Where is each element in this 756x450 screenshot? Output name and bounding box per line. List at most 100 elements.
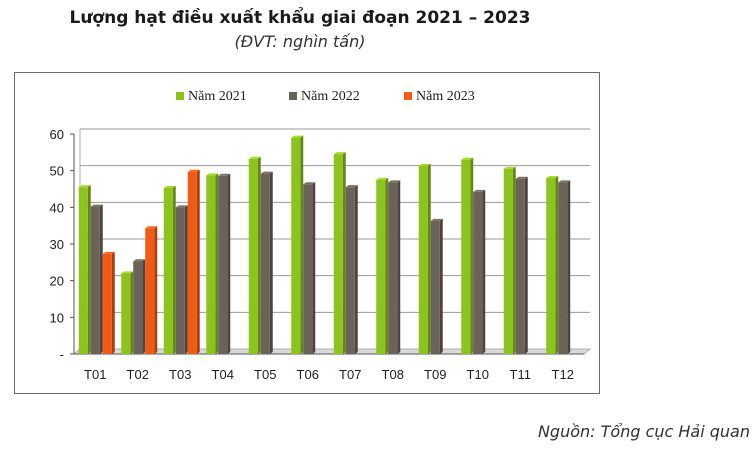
bar-top [133, 259, 146, 262]
bar-top [78, 185, 91, 188]
y-tick-label: 30 [50, 237, 64, 252]
x-tick-label: T02 [127, 367, 149, 382]
bar-top [90, 204, 103, 207]
bar-side [257, 156, 261, 354]
bar-top [102, 251, 115, 254]
bar-side [555, 176, 559, 354]
bar-side [142, 259, 146, 354]
legend-label: Năm 2021 [188, 89, 247, 104]
bar [90, 206, 100, 354]
bar [291, 137, 301, 354]
bar-top [187, 169, 200, 172]
bar [145, 228, 155, 354]
bar-top [430, 218, 443, 221]
bar-side [354, 185, 358, 354]
bar-top [388, 180, 401, 183]
chart-title: Lượng hạt điều xuất khẩu giai đoạn 2021 … [69, 8, 531, 28]
bar [260, 173, 270, 354]
legend-label: Năm 2022 [301, 89, 360, 104]
bar-side [196, 169, 200, 354]
bar-side [99, 204, 103, 354]
bar-top [558, 180, 571, 183]
x-tick-label: T03 [169, 367, 191, 382]
bar-side [215, 173, 219, 354]
bar-top [503, 166, 516, 169]
bar-side [439, 218, 443, 354]
bar-top [145, 226, 158, 229]
bar-side [300, 135, 304, 354]
bar [473, 191, 483, 354]
bar-chart: - 10 20 30 40 50 60 T01 T02 T03 T04 T05 T06 T07 T08 T09… [50, 89, 592, 382]
bar-side [427, 163, 431, 354]
bar-top [546, 176, 559, 178]
bar-side [470, 157, 474, 354]
bar-top [418, 163, 431, 166]
bar-top [345, 185, 358, 188]
bar-side [567, 180, 571, 354]
y-tick-label: - [60, 347, 64, 362]
x-tick-label: T09 [424, 367, 446, 382]
x-tick-label: T06 [297, 367, 319, 382]
bar [303, 184, 313, 354]
bar-top [515, 176, 528, 179]
bar-side [385, 177, 389, 354]
bar [388, 182, 398, 354]
bar [102, 253, 112, 354]
legend-swatch [289, 92, 297, 100]
bar-side [397, 180, 401, 354]
x-tick-label: T08 [382, 367, 404, 382]
bar-side [524, 176, 528, 354]
x-tick-label: T05 [254, 367, 276, 382]
x-tick-label: T04 [212, 367, 234, 382]
bar [206, 175, 216, 354]
bar [430, 220, 440, 354]
bar [121, 273, 131, 354]
bar-side [312, 182, 316, 354]
bar-top [303, 182, 316, 185]
x-tick-label: T12 [552, 367, 574, 382]
bar [418, 165, 428, 354]
bar [248, 158, 258, 354]
bar-side [512, 166, 516, 354]
bar [345, 187, 355, 354]
bar-top [376, 177, 389, 180]
bar [376, 179, 386, 354]
bar-top [260, 171, 273, 174]
bar-top [473, 189, 486, 192]
legend-label: Năm 2023 [416, 89, 475, 104]
bar [461, 159, 471, 354]
bar-side [154, 226, 158, 354]
bar [175, 207, 185, 354]
bar-top [121, 271, 134, 274]
legend-swatch [404, 92, 412, 100]
x-tick-label: T07 [339, 367, 361, 382]
bar-side [87, 185, 91, 354]
bar-top [461, 157, 474, 160]
bar-top [206, 173, 219, 176]
bar-top [333, 152, 346, 155]
y-tick-label: 10 [50, 310, 64, 325]
x-tick-label: T11 [510, 367, 531, 382]
bar [333, 154, 343, 354]
y-tick-label: 40 [50, 200, 64, 215]
bar [546, 178, 556, 354]
bar [218, 175, 228, 354]
bar [133, 261, 143, 354]
bar [187, 171, 197, 354]
y-tick-label: 60 [50, 127, 64, 142]
bar-side [184, 205, 188, 354]
bar-side [111, 251, 115, 354]
bar-top [175, 205, 188, 208]
bar-top [291, 135, 304, 138]
bar-side [227, 173, 231, 354]
legend-swatch [176, 92, 184, 100]
bar-side [342, 152, 346, 354]
bar [558, 182, 568, 354]
bar-side [172, 185, 176, 354]
y-tick-label: 20 [50, 274, 64, 289]
source-note: Nguồn: Tổng cục Hải quan [537, 422, 750, 441]
bar-top [218, 173, 231, 176]
x-tick-label: T01 [84, 367, 106, 382]
bar-top [163, 185, 176, 188]
bar-side [269, 171, 273, 354]
